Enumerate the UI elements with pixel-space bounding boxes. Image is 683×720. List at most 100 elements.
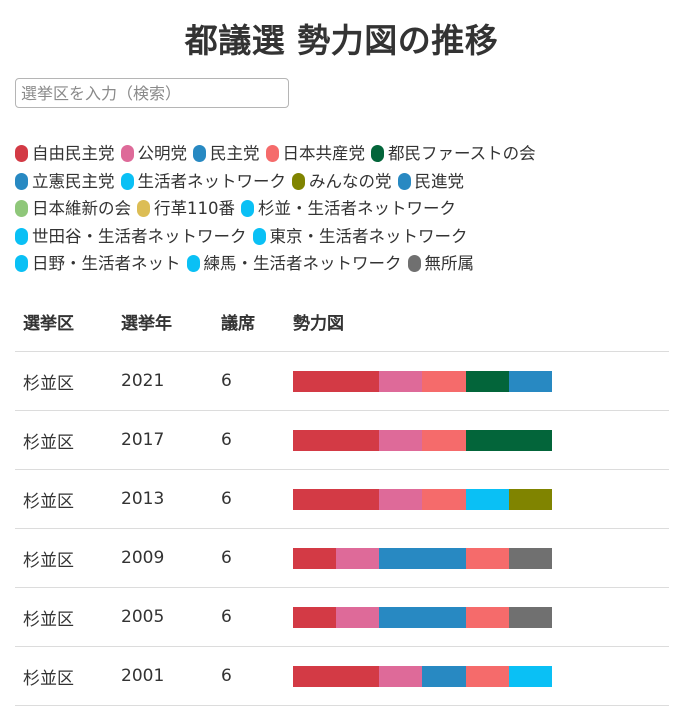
seat-bar-segment [508, 488, 552, 510]
results-table: 選挙区 選挙年 議席 勢力図 杉並区 2021 6 杉並区 2017 6 杉並区 2013 6 杉… [15, 292, 669, 706]
seat-bar [293, 370, 552, 392]
seat-bar-segment [422, 429, 466, 451]
seat-bar-segment [293, 606, 337, 628]
seat-bar-segment [293, 429, 380, 451]
seat-bar-segment [379, 547, 466, 569]
legend-line: 日野・生活者ネット 練馬・生活者ネットワーク 無所属 [15, 250, 675, 278]
legend-line: 日本維新の会 行革110番 杉並・生活者ネットワーク [15, 195, 675, 223]
district-cell: 杉並区 [15, 351, 113, 411]
legend-line: 世田谷・生活者ネットワーク 東京・生活者ネットワーク [15, 223, 675, 251]
legend-item: 都民ファーストの会 [371, 140, 536, 168]
header-seats: 議席 [213, 292, 285, 352]
table-row: 杉並区 2005 6 [15, 587, 669, 647]
district-cell: 杉並区 [15, 646, 113, 706]
legend-swatch [137, 200, 150, 218]
seat-bar-segment [379, 606, 466, 628]
legend-item: 日本共産党 [265, 140, 366, 168]
party-legend: 自由民主党 公明党 民主党 日本共産党 都民ファーストの会 立憲民主党 生活者ネットワーク み… [15, 140, 675, 278]
seat-bar-segment [465, 606, 509, 628]
legend-swatch [292, 172, 305, 190]
legend-item: 日野・生活者ネット [15, 250, 181, 278]
legend-item: 日本維新の会 [15, 195, 131, 223]
seat-bar-segment [508, 665, 552, 687]
legend-swatch [241, 200, 254, 218]
seat-bar-segment [379, 488, 423, 510]
legend-label: 立憲民主党 [32, 171, 115, 191]
seat-bar-segment [379, 665, 423, 687]
legend-swatch [15, 255, 28, 273]
year-cell: 2013 [113, 469, 213, 529]
header-power-chart: 勢力図 [285, 292, 669, 352]
page-title: 都議選 勢力図の推移 [184, 21, 499, 60]
legend-label: 練馬・生活者ネットワーク [203, 254, 402, 273]
district-cell: 杉並区 [15, 469, 113, 529]
district-search-input[interactable] [15, 78, 289, 108]
year-cell: 2017 [113, 410, 213, 470]
legend-label: みんなの党 [309, 171, 392, 191]
seat-bar-segment [336, 606, 380, 628]
legend-label: 行革110番 [154, 199, 235, 218]
legend-item: 立憲民主党 [15, 168, 115, 196]
legend-swatch [265, 145, 279, 163]
seats-cell: 6 [213, 351, 285, 411]
seat-bar-segment [293, 665, 380, 687]
legend-swatch [15, 172, 28, 190]
legend-label: 東京・生活者ネットワーク [269, 226, 468, 246]
seats-cell: 6 [213, 528, 285, 588]
district-cell: 杉並区 [15, 528, 113, 588]
legend-swatch [397, 172, 411, 190]
legend-item: 杉並・生活者ネットワーク [241, 195, 456, 223]
legend-label: 民主党 [210, 144, 260, 163]
seat-bar-segment [293, 370, 380, 392]
seat-bar-segment [508, 547, 552, 569]
legend-item: 公明党 [120, 140, 188, 168]
seat-bar-segment [465, 488, 509, 510]
legend-swatch [15, 227, 28, 245]
table-row: 杉並区 2001 6 [15, 646, 669, 706]
power-chart-cell [285, 587, 669, 647]
seat-bar-segment [465, 547, 509, 569]
legend-item: 東京・生活者ネットワーク [252, 223, 468, 251]
header-year: 選挙年 [113, 292, 213, 352]
seat-bar-segment [379, 370, 423, 392]
seat-bar-segment [465, 370, 509, 392]
legend-swatch [371, 145, 384, 163]
table-row: 杉並区 2021 6 [15, 351, 669, 411]
year-cell: 2021 [113, 351, 213, 411]
power-chart-cell [285, 351, 669, 411]
legend-item: 民主党 [193, 140, 260, 168]
seat-bar [293, 429, 552, 451]
seat-bar-segment [422, 665, 466, 687]
seat-bar-segment [422, 370, 466, 392]
legend-label: 公明党 [137, 144, 188, 163]
year-cell: 2009 [113, 528, 213, 588]
table-row: 杉並区 2017 6 [15, 410, 669, 470]
legend-line: 自由民主党 公明党 民主党 日本共産党 都民ファーストの会 [15, 140, 675, 168]
seats-cell: 6 [213, 646, 285, 706]
legend-label: 日野・生活者ネット [32, 254, 181, 273]
table-row: 杉並区 2013 6 [15, 469, 669, 529]
power-chart-cell [285, 646, 669, 706]
legend-item: 生活者ネットワーク [120, 168, 286, 196]
seat-bar-segment [336, 547, 380, 569]
seat-bar-segment [465, 429, 552, 451]
legend-line: 立憲民主党 生活者ネットワーク みんなの党 民進党 [15, 168, 675, 196]
seat-bar-segment [379, 429, 423, 451]
table-header-row: 選挙区 選挙年 議席 勢力図 [15, 292, 669, 352]
table-body: 杉並区 2021 6 杉並区 2017 6 杉並区 2013 6 杉並区 2009 6 杉並区 2005 6… [15, 351, 669, 706]
year-cell: 2001 [113, 646, 213, 706]
seat-bar-segment [422, 488, 466, 510]
legend-swatch [15, 145, 28, 163]
seats-cell: 6 [213, 587, 285, 647]
seat-bar-segment [293, 547, 337, 569]
seat-bar [293, 488, 552, 510]
seat-bar [293, 665, 552, 687]
district-cell: 杉並区 [15, 410, 113, 470]
legend-label: 民進党 [414, 171, 465, 191]
legend-label: 都民ファーストの会 [388, 144, 536, 163]
legend-label: 日本共産党 [282, 144, 366, 163]
power-chart-cell [285, 410, 669, 470]
seat-bar-segment [465, 665, 509, 687]
legend-item: 民進党 [397, 168, 465, 196]
